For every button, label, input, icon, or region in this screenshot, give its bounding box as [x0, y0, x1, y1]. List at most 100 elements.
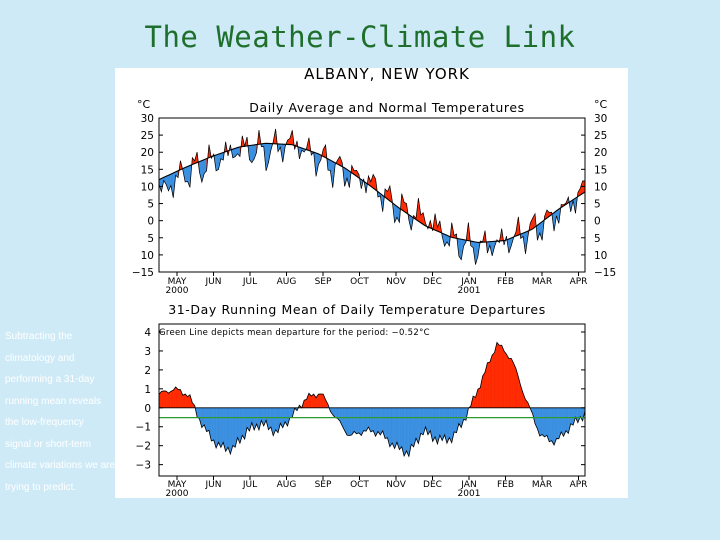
- y-tick-label-left: 5: [147, 233, 154, 245]
- warm-departure-area: [401, 193, 405, 212]
- caption-line: the low-frequency: [5, 417, 84, 428]
- positive-departure-area: [320, 393, 324, 408]
- y-tick-label-left: 10: [141, 181, 154, 193]
- x-month-label: JAN: [460, 480, 476, 490]
- cool-departure-area: [185, 166, 188, 183]
- x-month-label: FEB: [497, 277, 514, 287]
- y-tick-label: −2: [136, 441, 151, 453]
- y-tick-label-right: 30: [594, 113, 607, 125]
- negative-departure-area: [556, 407, 559, 439]
- cool-departure-area: [232, 148, 236, 159]
- positive-departure-area: [508, 358, 512, 408]
- bottom-plot-frame: [158, 323, 586, 477]
- negative-departure-area: [289, 407, 293, 418]
- x-month-label: JUN: [205, 480, 222, 490]
- x-month-label: MAY: [168, 480, 187, 490]
- y-tick-label: 4: [144, 327, 151, 339]
- y-tick-label: 2: [144, 365, 151, 377]
- x-year-label: 2001: [458, 489, 481, 498]
- negative-departure-area: [432, 407, 436, 442]
- positive-departure-area: [182, 393, 186, 408]
- y-tick-label-left: 5: [147, 199, 154, 211]
- top-unit-left: °C: [137, 98, 151, 111]
- climate-figure: ALBANY, NEW YORK Daily Average and Norma…: [115, 68, 628, 498]
- negative-departure-area: [411, 407, 414, 448]
- x-year-label: 2000: [166, 286, 189, 296]
- x-month-label: MAY: [168, 277, 187, 287]
- top-temperature-lines: [158, 128, 586, 265]
- negative-departure-area: [453, 407, 457, 433]
- y-tick-label-right: 20: [594, 147, 607, 159]
- caption-line: Subtracting the: [5, 331, 73, 342]
- negative-departure-area: [449, 407, 452, 443]
- top-chart: Daily Average and Normal Temperatures °C…: [132, 98, 616, 296]
- caption-line: signal or short-term: [5, 438, 92, 450]
- y-tick-label: 0: [144, 403, 151, 415]
- y-tick-label-left: 25: [141, 130, 154, 142]
- x-month-label: AUG: [277, 277, 297, 287]
- y-tick-label-left: 20: [141, 147, 154, 159]
- negative-departure-area: [354, 407, 357, 435]
- cool-departure-area: [215, 153, 219, 172]
- positive-departure-area: [489, 355, 493, 408]
- y-tick-label: 3: [144, 346, 151, 358]
- positive-departure-area: [513, 363, 517, 408]
- location-title: ALBANY, NEW YORK: [304, 68, 470, 83]
- caption-line: performing a 31-day: [5, 374, 95, 385]
- x-month-label: SEP: [315, 277, 332, 287]
- negative-departure-area: [215, 407, 219, 449]
- negative-departure-area: [384, 407, 388, 439]
- negative-departure-area: [356, 407, 360, 434]
- caption-line: climatology and: [5, 352, 75, 364]
- x-month-label: MAR: [532, 480, 552, 490]
- positive-departure-area: [177, 389, 181, 408]
- y-tick-label-left: −15: [132, 267, 154, 279]
- negative-departure-area: [220, 407, 224, 448]
- cool-departure-area: [508, 237, 512, 254]
- bottom-departure-fills: [158, 342, 586, 457]
- top-plot-frame: [158, 117, 586, 273]
- negative-departure-area: [275, 407, 279, 434]
- negative-departure-area: [211, 407, 214, 442]
- negative-departure-area: [415, 407, 419, 444]
- negative-departure-area: [539, 407, 543, 437]
- negative-departure-area: [351, 407, 355, 436]
- y-tick-label-right: 25: [594, 130, 607, 142]
- x-month-label: DEC: [423, 277, 442, 287]
- x-month-label: OCT: [350, 277, 369, 287]
- negative-departure-area: [549, 407, 552, 443]
- negative-departure-area: [463, 407, 467, 421]
- y-tick-label: 1: [144, 384, 151, 396]
- x-year-label: 2000: [166, 489, 189, 498]
- positive-departure-area: [482, 371, 486, 408]
- x-month-label: FEB: [497, 480, 514, 490]
- negative-departure-area: [268, 407, 272, 431]
- positive-departure-area: [472, 395, 476, 408]
- negative-departure-area: [218, 407, 222, 448]
- top-departure-fills: [158, 128, 586, 265]
- negative-departure-area: [358, 407, 362, 436]
- positive-departure-area: [163, 390, 167, 408]
- mean-departure-annotation: Green Line depicts mean departure for th…: [159, 328, 430, 338]
- x-month-label: NOV: [386, 277, 407, 287]
- negative-departure-area: [542, 407, 545, 438]
- y-tick-label: −1: [136, 422, 151, 434]
- x-year-label: 2001: [458, 286, 481, 296]
- x-month-label: JAN: [460, 277, 476, 287]
- negative-departure-area: [370, 407, 374, 433]
- positive-departure-area: [168, 391, 172, 408]
- negative-departure-area: [406, 407, 410, 457]
- y-tick-label-left: 30: [141, 113, 154, 125]
- x-month-label: OCT: [350, 480, 369, 490]
- positive-departure-area: [477, 387, 481, 408]
- x-month-label: APR: [570, 480, 588, 490]
- y-tick-label-right: 5: [594, 233, 601, 245]
- daily-temperature-line: [158, 128, 586, 265]
- positive-departure-area: [506, 354, 509, 408]
- negative-departure-area: [232, 407, 236, 448]
- x-month-label: DEC: [423, 480, 442, 490]
- positive-departure-area: [175, 386, 179, 408]
- y-tick-label-right: 0: [594, 216, 601, 228]
- cool-departure-area: [199, 160, 202, 183]
- positive-departure-area: [487, 362, 490, 408]
